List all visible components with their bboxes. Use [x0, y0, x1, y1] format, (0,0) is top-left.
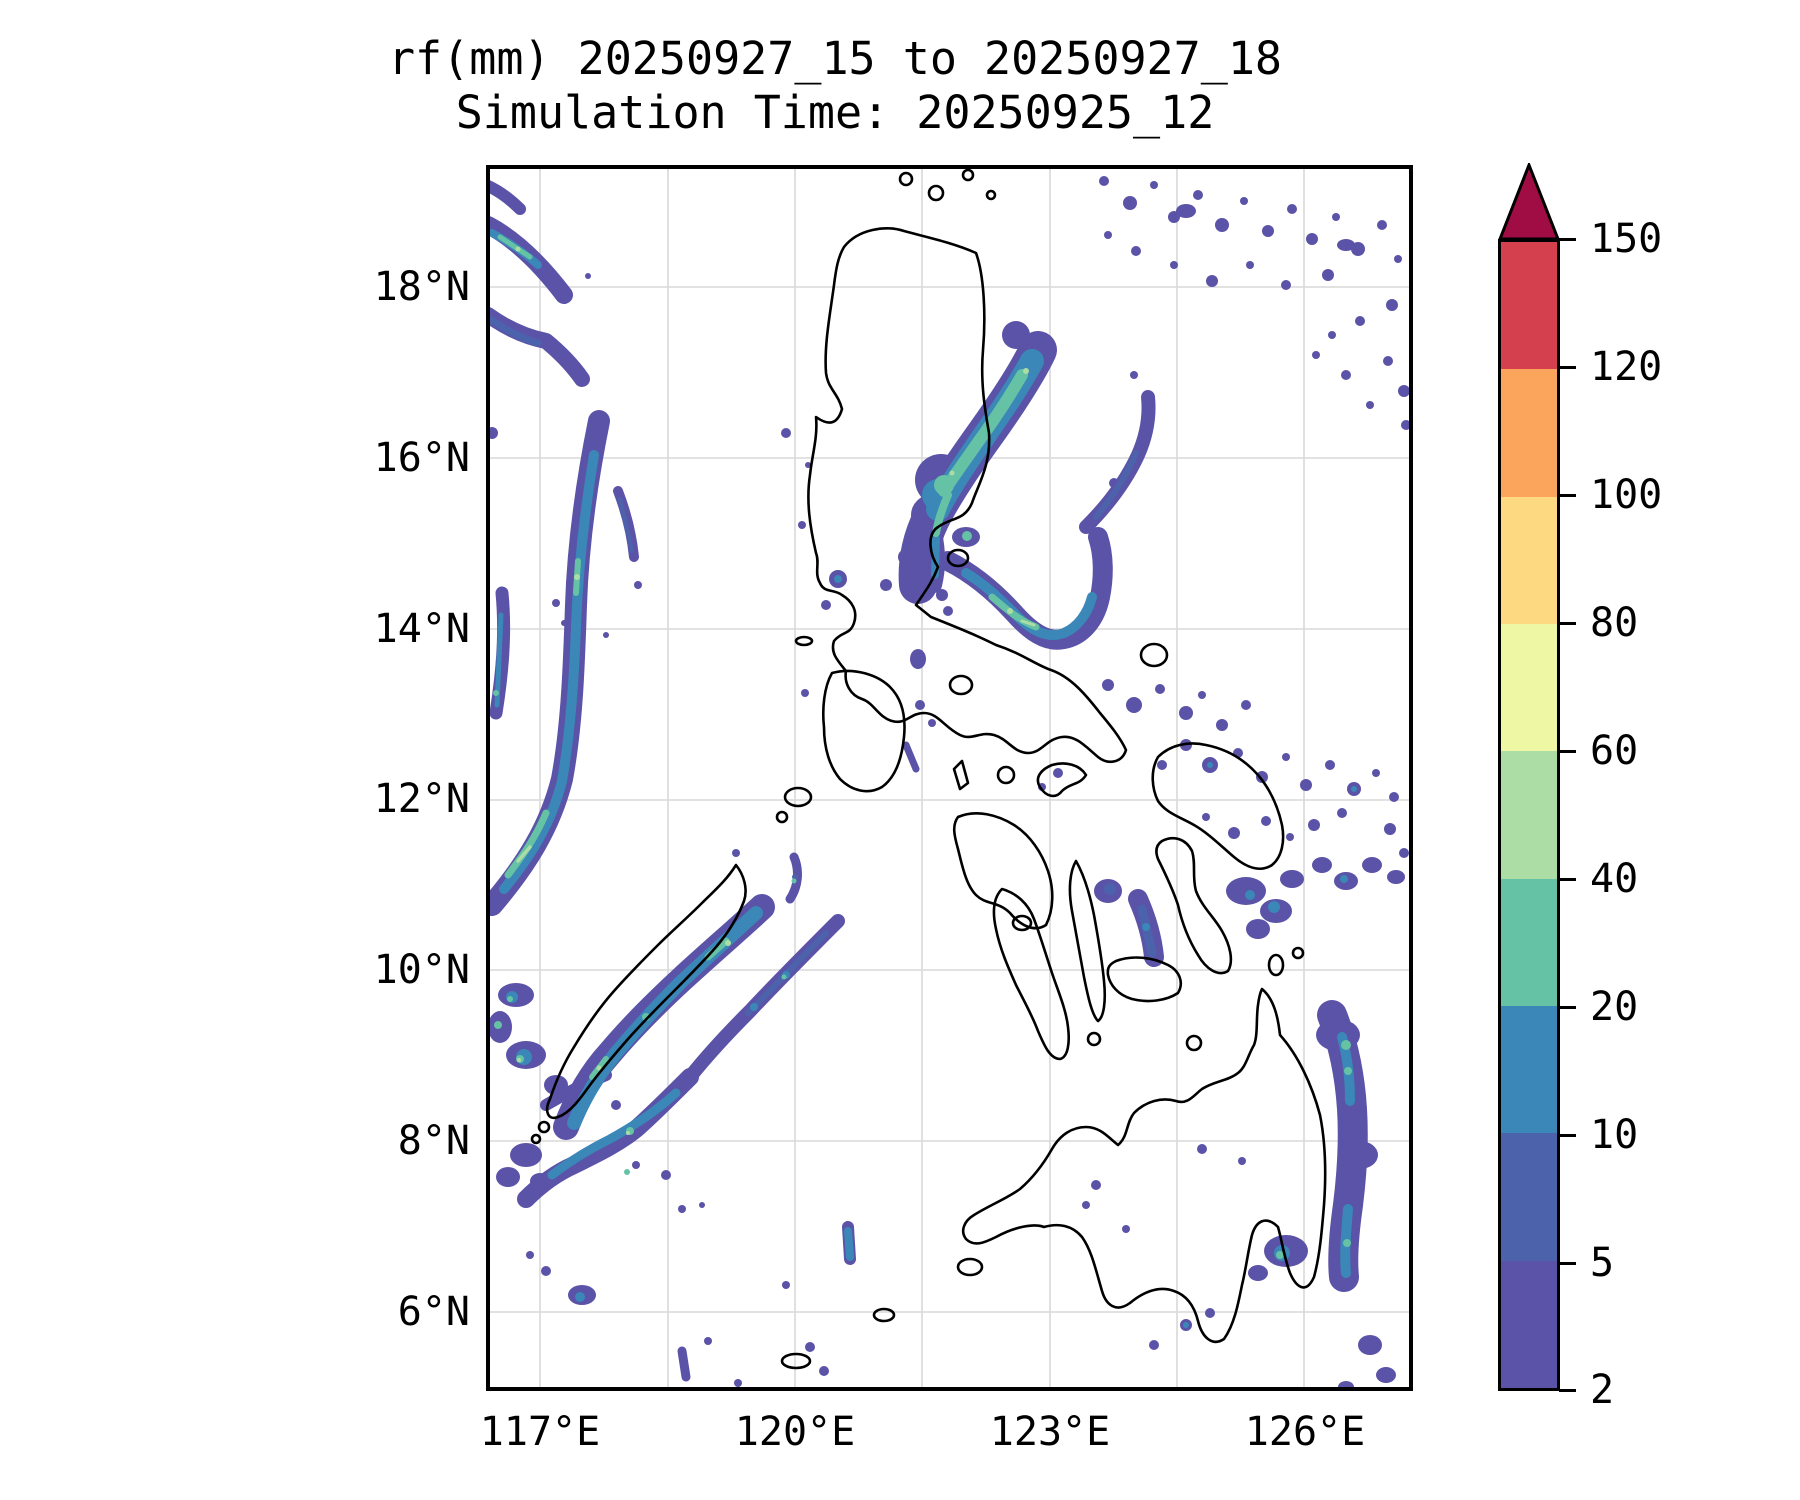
- colorbar-band-80-100: [1501, 496, 1557, 624]
- colorbar-tickmark: [1559, 622, 1576, 625]
- philippines-rainfall-map-svg: [490, 169, 1409, 1387]
- figure-subtitle: Simulation Time: 20250925_12: [455, 86, 1215, 139]
- xtick-120e: 120°E: [734, 1409, 856, 1455]
- xtick-117e: 117°E: [479, 1409, 601, 1455]
- colorbar-tickmark: [1559, 1006, 1576, 1009]
- colorbar-tickmark: [1559, 1389, 1576, 1392]
- colorbar-band-5-10: [1501, 1133, 1557, 1261]
- colorbar-band-20-40: [1501, 878, 1557, 1006]
- colorbar-tickmark: [1559, 366, 1576, 369]
- xtick-126e: 126°E: [1244, 1409, 1366, 1455]
- colorbar-band-120-150: [1501, 242, 1557, 370]
- graticule-gridlines: [490, 169, 1409, 1387]
- coastlines: [530, 169, 1327, 1370]
- colorbar-band-40-60: [1501, 751, 1557, 879]
- colorbar-label-150: 150: [1590, 216, 1663, 262]
- ytick-10n: 10°N: [373, 947, 470, 993]
- ytick-12n: 12°N: [373, 776, 470, 822]
- colorbar-tickmark: [1559, 750, 1576, 753]
- colorbar-band-2-5: [1501, 1260, 1557, 1388]
- map-plot-area: [486, 165, 1413, 1391]
- ytick-8n: 8°N: [397, 1118, 470, 1164]
- ytick-6n: 6°N: [397, 1289, 470, 1335]
- colorbar-label-120: 120: [1590, 344, 1663, 390]
- colorbar-band-100-120: [1501, 369, 1557, 497]
- colorbar-label-60: 60: [1590, 728, 1639, 774]
- colorbar-tickmark: [1559, 1262, 1576, 1265]
- colorbar-label-100: 100: [1590, 472, 1663, 518]
- colorbar-label-10: 10: [1590, 1112, 1639, 1158]
- colorbar-tickmark: [1559, 494, 1576, 497]
- colorbar-extend-arrow: [1497, 160, 1561, 245]
- colorbar-band-60-80: [1501, 623, 1557, 752]
- colorbar-label-80: 80: [1590, 600, 1639, 646]
- ytick-14n: 14°N: [373, 606, 470, 652]
- colorbar-label-2: 2: [1590, 1367, 1615, 1413]
- colorbar-tickmark: [1559, 878, 1576, 881]
- colorbar-label-40: 40: [1590, 856, 1639, 902]
- colorbar: [1498, 239, 1560, 1391]
- colorbar-arrow-shape: [1497, 160, 1561, 241]
- colorbar-tickmark: [1559, 1134, 1576, 1137]
- ytick-16n: 16°N: [373, 435, 470, 481]
- figure-title: rf(mm) 20250927_15 to 20250927_18: [387, 32, 1283, 85]
- colorbar-label-5: 5: [1590, 1240, 1615, 1286]
- colorbar-label-20: 20: [1590, 984, 1639, 1030]
- xtick-123e: 123°E: [989, 1409, 1111, 1455]
- rainfall-layer: [490, 176, 1409, 1387]
- colorbar-tickmark: [1559, 238, 1576, 241]
- ytick-18n: 18°N: [373, 264, 470, 310]
- colorbar-band-10-20: [1501, 1005, 1557, 1134]
